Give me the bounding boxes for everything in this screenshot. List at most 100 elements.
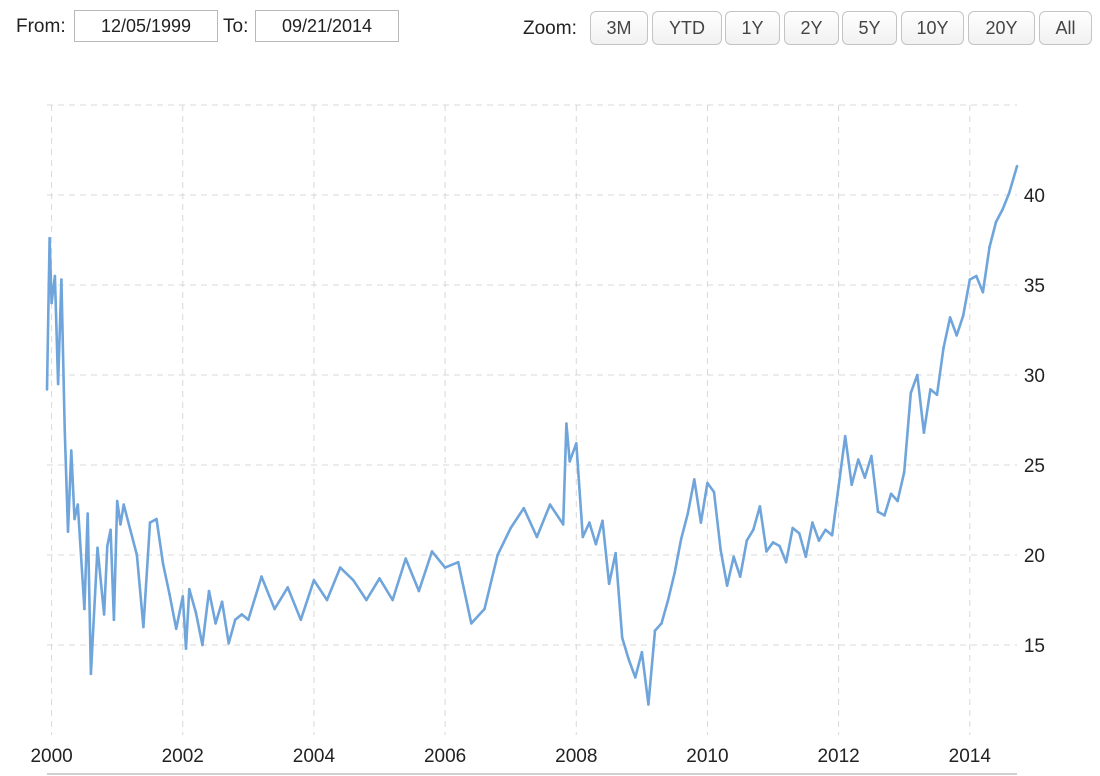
data-point (633, 676, 637, 679)
data-point (594, 542, 598, 546)
data-point (942, 346, 945, 350)
x-tick-label: 2004 (293, 746, 336, 767)
data-point (548, 503, 552, 506)
data-point (184, 647, 188, 650)
data-point (122, 503, 126, 506)
data-point (719, 548, 722, 551)
zoom-20y-button[interactable]: 20Y (968, 11, 1035, 45)
data-point (929, 388, 932, 391)
zoom-5y-button[interactable]: 5Y (842, 11, 897, 45)
data-point (174, 627, 178, 631)
data-point (791, 526, 794, 530)
x-tick-label: 2010 (686, 746, 728, 767)
data-point (391, 598, 394, 602)
zoom-ytd-button[interactable]: YTD (652, 11, 722, 45)
data-point (102, 613, 106, 616)
data-point (273, 607, 276, 611)
data-point (73, 517, 76, 521)
navigator-rule (47, 773, 1017, 775)
data-point (470, 622, 473, 625)
zoom-3m-button[interactable]: 3M (590, 11, 648, 45)
data-point (378, 577, 381, 580)
data-point (837, 485, 840, 488)
data-point (240, 613, 244, 616)
data-point (45, 388, 49, 391)
data-point (863, 476, 867, 479)
x-tick-label: 2012 (817, 746, 859, 767)
data-point (693, 478, 696, 481)
data-point (811, 521, 814, 524)
data-point (745, 539, 749, 542)
data-point (60, 278, 63, 281)
data-point (581, 535, 585, 539)
data-point (351, 578, 355, 582)
data-point (968, 278, 972, 281)
data-point (601, 519, 604, 523)
data-point (843, 434, 847, 438)
data-point (214, 622, 217, 625)
data-point (1015, 164, 1019, 168)
data-point (142, 625, 145, 629)
data-point (188, 587, 191, 591)
data-point (784, 560, 788, 564)
from-date-input[interactable] (74, 10, 218, 42)
data-point (86, 512, 89, 515)
data-point (994, 220, 998, 224)
data-point (456, 560, 460, 564)
data-point (712, 490, 716, 494)
data-point (955, 334, 958, 337)
zoom-2y-button[interactable]: 2Y (784, 11, 839, 45)
data-point (325, 598, 329, 602)
to-label: To: (223, 16, 249, 37)
zoom-all-button[interactable]: All (1039, 11, 1092, 45)
data-point (227, 641, 230, 645)
data-point (916, 373, 919, 377)
data-point (56, 382, 60, 386)
data-point (483, 607, 486, 611)
data-point (443, 566, 447, 569)
data-point (732, 555, 735, 559)
data-point (706, 481, 709, 485)
data-point (909, 391, 913, 395)
data-point (119, 523, 122, 526)
data-point (660, 622, 663, 625)
data-point (50, 301, 53, 305)
x-tick-label: 2000 (30, 746, 72, 767)
data-point (627, 658, 631, 661)
data-point (902, 470, 906, 474)
data-point (109, 528, 112, 532)
data-point (640, 650, 644, 654)
data-point (889, 492, 893, 496)
data-point (771, 541, 775, 544)
data-point (738, 575, 742, 578)
data-point (975, 274, 978, 278)
to-date-input[interactable] (255, 10, 399, 42)
data-point (260, 575, 263, 578)
data-point (758, 505, 762, 508)
data-point (338, 566, 342, 569)
data-point (155, 517, 158, 521)
data-point (76, 503, 80, 506)
x-tick-label: 2008 (555, 746, 597, 767)
data-point (883, 514, 886, 517)
data-point (588, 521, 591, 524)
x-tick-label: 2002 (162, 746, 204, 767)
data-point (417, 589, 421, 593)
zoom-10y-button[interactable]: 10Y (901, 11, 964, 45)
data-point (561, 523, 565, 526)
data-point (961, 314, 965, 317)
zoom-label: Zoom: (523, 18, 577, 39)
data-point (922, 431, 926, 434)
data-point (856, 458, 860, 461)
data-point (653, 629, 657, 632)
data-point (647, 703, 650, 706)
data-point (312, 578, 316, 582)
data-point (765, 550, 768, 553)
x-tick-label: 2014 (949, 746, 992, 767)
data-point (824, 528, 827, 532)
data-point (247, 618, 250, 622)
zoom-1y-button[interactable]: 1Y (725, 11, 780, 45)
data-point (66, 530, 70, 533)
data-point (161, 562, 165, 566)
